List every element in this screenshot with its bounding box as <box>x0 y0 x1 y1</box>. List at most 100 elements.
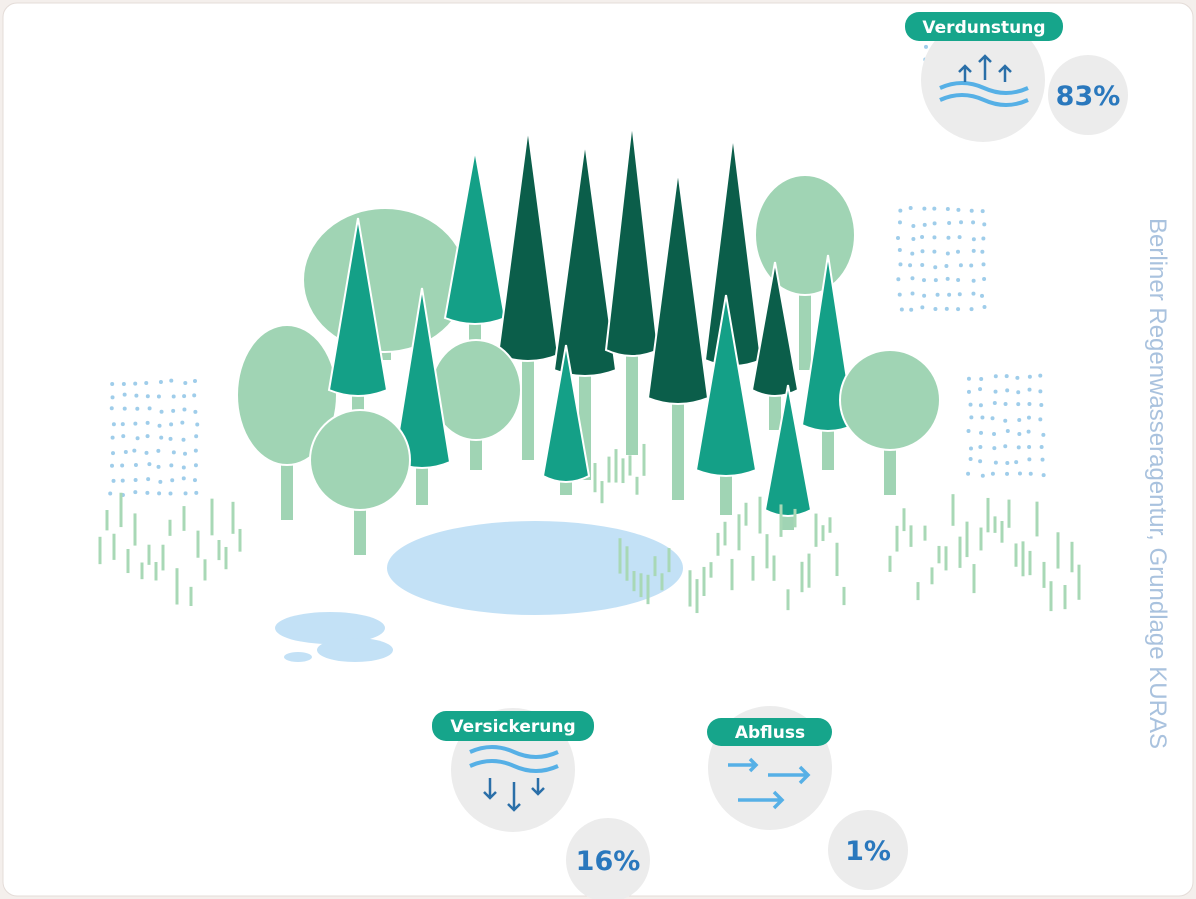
rain-dot <box>158 479 163 484</box>
rain-dot <box>898 208 903 213</box>
rain-dot <box>156 464 161 469</box>
rain-dot <box>947 221 952 226</box>
rain-dot <box>193 448 198 453</box>
rain-dot <box>1005 471 1010 476</box>
rain-dot <box>120 463 125 468</box>
pill <box>432 711 594 741</box>
rain-dot <box>157 423 162 428</box>
rain-dot <box>947 292 952 297</box>
rain-dot <box>908 206 913 211</box>
rain-dot <box>145 420 150 425</box>
conifer <box>552 141 618 377</box>
value: 16% <box>576 846 641 877</box>
rain-dot <box>170 478 175 483</box>
rain-dot <box>123 450 128 455</box>
rain-dot <box>932 221 937 226</box>
rain-dot <box>1003 418 1008 423</box>
rain-dot <box>978 444 983 449</box>
rain-dot <box>980 249 985 254</box>
round-tree <box>309 409 411 511</box>
rain-dot <box>933 278 938 283</box>
pond <box>387 521 683 615</box>
rain-dot <box>993 389 998 394</box>
rain-dot <box>144 450 149 455</box>
rain-dot <box>978 387 983 392</box>
rain-dot <box>956 249 961 254</box>
rain-dot <box>193 463 198 468</box>
rain-dot <box>158 379 163 384</box>
rain-dot <box>1026 429 1031 434</box>
rain-dot <box>944 263 949 268</box>
rain-dot <box>122 392 127 397</box>
conifer <box>694 294 758 477</box>
water-icon <box>469 745 559 773</box>
rain-dot <box>1028 471 1033 476</box>
rain-dot <box>110 435 115 440</box>
rain-dot <box>980 209 985 214</box>
rain-dot <box>1005 429 1010 434</box>
rain-dot <box>169 422 174 427</box>
rain-dot <box>180 420 185 425</box>
rain-dot <box>183 491 188 496</box>
rain-dot <box>1040 457 1045 462</box>
rain-dot <box>993 374 998 379</box>
value-circle <box>1048 55 1128 135</box>
rain-dot <box>971 278 976 283</box>
rain-dot <box>120 422 125 427</box>
rain-dot <box>111 451 116 456</box>
rain-dot <box>957 292 962 297</box>
rain-dot <box>135 406 140 411</box>
round-tree <box>754 174 856 296</box>
puddle <box>284 652 312 662</box>
rain-dot <box>933 265 938 270</box>
round-tree <box>236 324 338 466</box>
rain-dot <box>980 293 985 298</box>
rain-dot <box>922 222 927 227</box>
rain-dot <box>120 478 125 483</box>
rain-dot <box>111 478 116 483</box>
rain-dot <box>909 307 914 312</box>
pill <box>905 12 1063 41</box>
rain-dot <box>946 235 951 240</box>
rain-dot <box>110 395 115 400</box>
rain-dot <box>109 406 114 411</box>
rain-dot <box>922 206 927 211</box>
rain-dot <box>1014 460 1019 465</box>
trunk <box>522 345 534 460</box>
rain-dot <box>1003 444 1008 449</box>
rain-dot <box>121 434 126 439</box>
rain-dot <box>956 207 961 212</box>
rain-dot <box>899 307 904 312</box>
rain-dot <box>1005 460 1010 465</box>
illustration <box>108 43 1046 662</box>
rain-dot <box>945 276 950 281</box>
rain-dot <box>979 430 984 435</box>
rain-dot <box>932 249 937 254</box>
label: Abfluss <box>735 723 805 743</box>
forest <box>236 121 941 555</box>
rain-dot <box>192 393 197 398</box>
rain-dot <box>993 460 998 465</box>
rain-dot <box>157 491 162 496</box>
rain-dot <box>897 220 902 225</box>
conifer <box>541 344 591 483</box>
rain-dot <box>182 407 187 412</box>
rain-dot <box>992 401 997 406</box>
water-icon <box>939 81 1029 107</box>
rain-dot <box>980 473 985 478</box>
rain-dot <box>969 307 974 312</box>
rain-dot <box>969 263 974 268</box>
rain-dot <box>156 394 161 399</box>
rain-dot <box>979 376 984 381</box>
rain-dot <box>966 389 971 394</box>
rain-dot <box>181 465 186 470</box>
rain-dot <box>968 446 973 451</box>
rain-dot <box>169 463 174 468</box>
round-tree <box>302 207 468 353</box>
rain-dot <box>958 263 963 268</box>
rain-dot <box>968 402 973 407</box>
rain-dot <box>945 207 950 212</box>
rain-dot <box>932 235 937 240</box>
rain-dot <box>920 305 925 310</box>
